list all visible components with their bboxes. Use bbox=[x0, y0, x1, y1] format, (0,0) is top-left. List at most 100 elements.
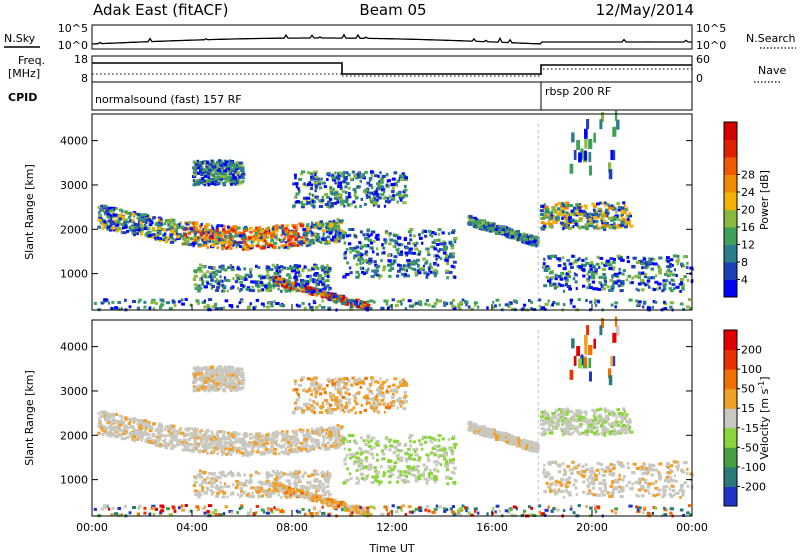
velocity-echo-cell bbox=[151, 427, 154, 431]
power-echo-cell bbox=[559, 209, 564, 213]
power-echo-cell bbox=[395, 234, 400, 237]
power-echo-cell bbox=[293, 285, 297, 289]
power-echo-cell bbox=[235, 243, 240, 247]
velocity-echo-cell bbox=[120, 429, 125, 432]
power-echo-cell bbox=[597, 226, 600, 230]
power-echo-cell bbox=[348, 186, 351, 190]
power-echo-cell bbox=[229, 286, 233, 290]
power-echo-cell bbox=[370, 186, 374, 190]
power-echo-cell bbox=[345, 195, 349, 199]
power-echo-cell bbox=[203, 285, 208, 289]
velocity-echo-cell bbox=[173, 438, 176, 442]
power-echo-cell bbox=[111, 300, 115, 304]
power-echo-cell bbox=[266, 289, 270, 293]
power-echo-cell bbox=[236, 278, 239, 281]
power-echo-cell bbox=[255, 305, 258, 309]
power-echo-cell bbox=[293, 264, 298, 267]
power-echo-cell bbox=[311, 200, 315, 204]
power-echo-cell bbox=[491, 228, 495, 232]
power-echo-cell bbox=[293, 233, 297, 236]
power-echo-cell bbox=[176, 237, 181, 241]
power-echo-cell bbox=[262, 275, 266, 279]
velocity-echo-cell bbox=[308, 449, 312, 453]
power-echo-cell bbox=[273, 300, 276, 304]
power-echo-cell bbox=[229, 226, 232, 229]
power-echo-cell bbox=[312, 299, 316, 303]
power-echo-cell bbox=[217, 227, 220, 231]
power-echo-cell bbox=[303, 239, 307, 243]
power-echo-cell bbox=[244, 273, 249, 277]
velocity-echo-cell bbox=[260, 441, 263, 445]
power-echo-cell bbox=[309, 306, 314, 309]
power-echo-cell bbox=[208, 228, 213, 232]
power-echo-cell bbox=[565, 222, 570, 226]
velocity-echo-cell bbox=[221, 437, 226, 441]
power-echo-cell bbox=[420, 300, 423, 304]
velocity-echo-cell bbox=[164, 442, 167, 446]
power-echo-cell bbox=[368, 183, 373, 187]
power-echo-cell bbox=[196, 161, 201, 165]
power-echo-cell bbox=[641, 281, 646, 285]
power-echo-cell bbox=[328, 197, 333, 201]
power-echo-cell bbox=[212, 229, 217, 233]
power-echo-cell bbox=[261, 288, 265, 292]
velocity-echo-cell bbox=[208, 434, 213, 438]
power-echo-cell bbox=[332, 178, 336, 182]
power-echo-cell bbox=[215, 161, 219, 165]
power-echo-cell bbox=[567, 270, 572, 274]
power-echo-cell bbox=[559, 284, 564, 288]
power-echo-cell bbox=[461, 298, 465, 302]
velocity-echo-cell bbox=[201, 374, 204, 378]
power-echo-cell bbox=[156, 223, 161, 227]
power-echo-cell bbox=[573, 219, 578, 223]
power-echo-cell bbox=[345, 247, 349, 251]
velocity-echo-cell bbox=[101, 432, 105, 436]
power-echo-cell bbox=[308, 229, 312, 233]
velocity-echo-cell bbox=[193, 437, 198, 441]
power-echo-cell bbox=[219, 180, 222, 184]
power-echo-cell bbox=[160, 219, 164, 223]
power-echo-cell bbox=[128, 305, 132, 309]
velocity-echo-cell bbox=[242, 435, 248, 438]
power-echo-cell bbox=[215, 236, 221, 240]
power-echo-cell bbox=[337, 224, 340, 228]
power-echo-cell bbox=[212, 166, 216, 170]
power-echo-cell bbox=[217, 231, 222, 235]
velocity-echo-cell bbox=[139, 419, 143, 423]
velocity-echo-cell bbox=[194, 433, 199, 437]
velocity-echo-cell bbox=[217, 444, 221, 448]
power-echo-cell bbox=[406, 274, 410, 278]
power-echo-cell bbox=[588, 139, 593, 149]
power-echo-cell bbox=[340, 203, 343, 206]
power-echo-cell bbox=[289, 231, 293, 235]
velocity-echo-cell bbox=[215, 435, 219, 439]
power-echo-cell bbox=[210, 286, 214, 290]
velocity-echo-cell bbox=[213, 440, 217, 444]
power-echo-cell bbox=[517, 235, 521, 239]
power-echo-cell bbox=[380, 192, 385, 196]
power-echo-cell bbox=[151, 226, 156, 230]
power-echo-cell bbox=[514, 232, 517, 236]
velocity-echo-cell bbox=[221, 430, 224, 434]
velocity-echo-cell bbox=[164, 446, 168, 449]
power-echo-cell bbox=[578, 209, 583, 213]
power-echo-cell bbox=[230, 305, 234, 309]
power-echo-cell bbox=[315, 293, 319, 297]
power-echo-cell bbox=[239, 289, 241, 293]
velocity-echo-cell bbox=[105, 428, 108, 432]
power-echo-cell bbox=[387, 254, 392, 257]
power-echo-cell bbox=[403, 184, 407, 188]
power-echo-cell bbox=[439, 248, 442, 251]
power-echo-cell bbox=[620, 258, 625, 262]
power-echo-cell bbox=[328, 296, 331, 300]
velocity-echo-cell bbox=[327, 434, 332, 438]
power-echo-cell bbox=[445, 269, 450, 273]
power-echo-cell bbox=[651, 305, 654, 309]
power-echo-cell bbox=[295, 200, 300, 204]
power-echo-cell bbox=[413, 260, 418, 264]
velocity-echo-cell bbox=[231, 443, 234, 447]
power-echo-cell bbox=[333, 295, 336, 299]
velocity-echo-cell bbox=[103, 426, 107, 430]
power-echo-cell bbox=[417, 233, 421, 237]
power-echo-cell bbox=[314, 172, 317, 176]
